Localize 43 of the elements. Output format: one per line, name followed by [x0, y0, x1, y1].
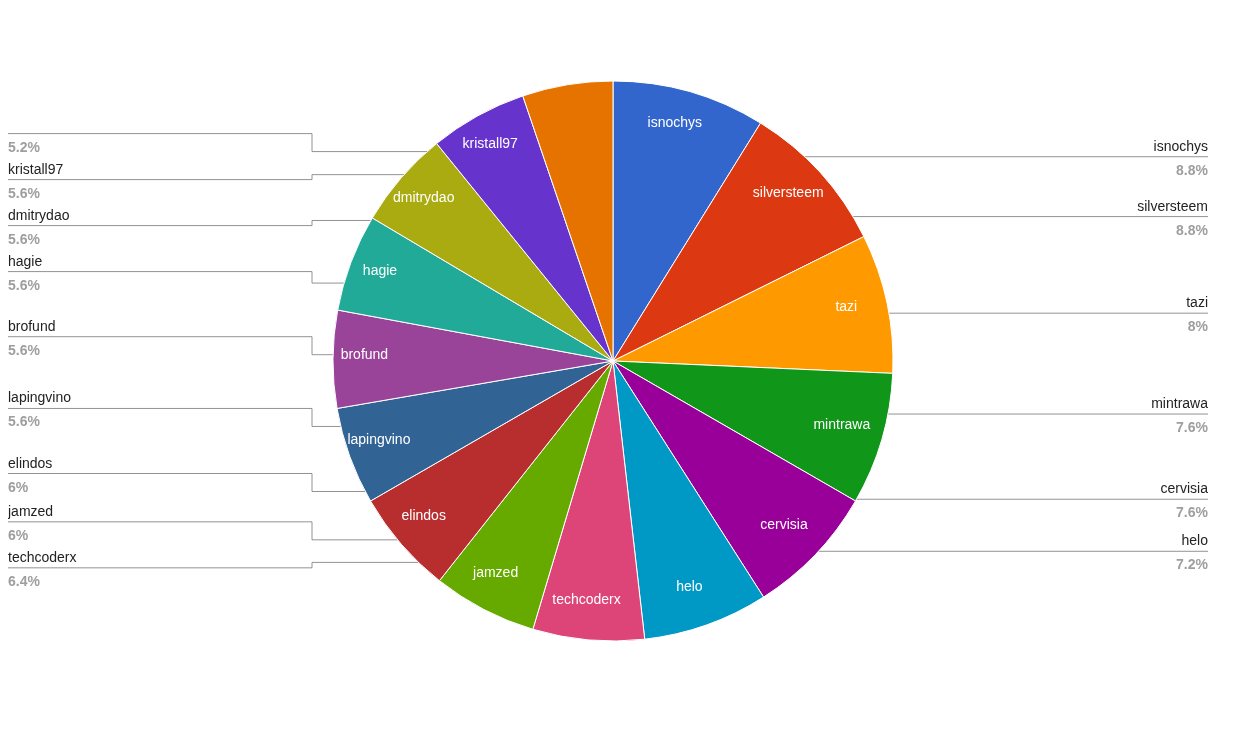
slice-label: lapingvino [347, 430, 411, 447]
slice-label: dmitrydao [392, 188, 455, 205]
slice-label: brofund [8, 317, 56, 334]
data-label: 7.2% [1176, 556, 1209, 573]
data-label: 5.6% [8, 276, 41, 293]
slice-label: kristall97 [8, 160, 64, 177]
slice-label: isnochys [647, 113, 702, 130]
data-label: 5.6% [8, 230, 41, 247]
slice-label: cervisia [760, 516, 808, 533]
slice-label: techcoderx [8, 548, 77, 565]
slice-label: lapingvino [8, 389, 72, 406]
slice-label: mintrawa [1151, 395, 1209, 412]
slice-label: elindos [8, 454, 53, 471]
slice-label: brofund [340, 346, 389, 363]
slice-label: kristall97 [462, 134, 519, 151]
data-label: 7.6% [1176, 504, 1209, 521]
slice-label: mintrawa [813, 416, 871, 433]
slice-label: helo [1181, 532, 1209, 549]
data-label: 5.6% [8, 413, 41, 430]
data-label: 6% [8, 526, 29, 543]
data-label: 5.2% [8, 138, 41, 155]
data-label: 8.8% [1176, 161, 1209, 178]
slice-label: silversteem [752, 184, 824, 201]
slice-label: jamzed [7, 502, 54, 519]
data-label: 5.6% [8, 341, 41, 358]
data-label: 6% [8, 478, 29, 495]
slice-label: silversteem [1137, 197, 1208, 214]
data-label: 5.6% [8, 184, 41, 201]
slice-label: techcoderx [552, 590, 621, 607]
slice-label: dmitrydao [8, 206, 70, 223]
slice-label: elindos [401, 507, 446, 524]
data-label: 6.4% [8, 572, 41, 589]
slice-label: tazi [835, 297, 858, 314]
slice-label: hagie [362, 262, 398, 279]
slice-label: cervisia [1160, 480, 1209, 497]
data-label: 8% [1187, 318, 1209, 335]
slice-label: hagie [8, 252, 43, 269]
data-label: 8.8% [1176, 221, 1209, 238]
slice-label: tazi [1186, 294, 1208, 311]
slice-label: jamzed [472, 564, 519, 581]
slice-label: helo [676, 577, 703, 594]
slice-label: isnochys [1153, 137, 1208, 154]
data-label: 7.6% [1176, 419, 1209, 436]
